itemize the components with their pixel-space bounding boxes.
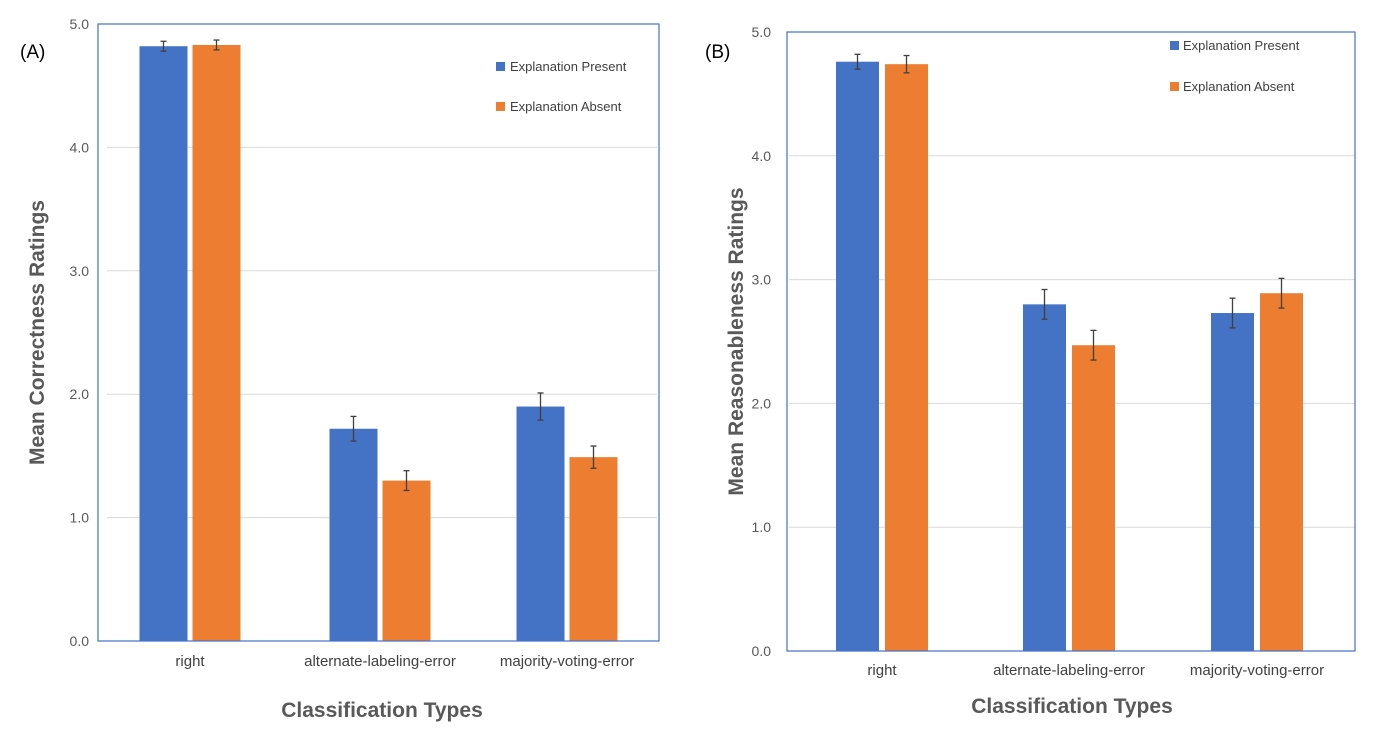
bar [885, 64, 928, 652]
y-tick-label: 1.0 [70, 510, 90, 526]
error-bar [903, 54, 910, 74]
x-tick-label: alternate-labeling-error [993, 662, 1145, 679]
bar [516, 406, 565, 641]
y-tick-label: 5.0 [752, 24, 772, 40]
error-bar [537, 392, 544, 421]
y-tick-label: 3.0 [752, 272, 772, 288]
bar [192, 44, 241, 641]
legend-swatch [496, 62, 505, 71]
bar [139, 46, 188, 642]
error-bar [1278, 277, 1285, 309]
error-bar [1090, 329, 1097, 361]
legend-label: Explanation Present [1183, 38, 1300, 53]
error-bar [590, 445, 597, 469]
bar [569, 457, 618, 641]
panel-label: (B) [705, 42, 730, 63]
panel-label: (A) [20, 42, 45, 63]
chart-panel-1: 0.0 1.0 2.0 3.0 4.0 5.0 right alternate-labelin… [705, 24, 1356, 718]
y-axis-title: Mean Reasonableness Ratings [725, 187, 748, 495]
bar [1072, 345, 1115, 651]
y-tick-label: 4.0 [70, 139, 90, 155]
legend-label: Explanation Present [510, 59, 627, 74]
bar [1211, 313, 1254, 651]
bar [329, 428, 378, 641]
bar [836, 61, 879, 652]
legend: Explanation Present Explanation Absent [496, 59, 627, 114]
error-bar [213, 39, 220, 51]
legend-label: Explanation Absent [1183, 79, 1295, 94]
legend: Explanation Present Explanation Absent [1170, 38, 1300, 94]
chart-panel-0: 0.0 1.0 2.0 3.0 4.0 5.0 right alternate-labelin… [20, 16, 660, 722]
y-tick-label: 0.0 [752, 643, 772, 659]
y-tick-label: 4.0 [752, 148, 772, 164]
error-bar [1229, 297, 1236, 329]
error-bar [1041, 288, 1048, 320]
error-bar [854, 53, 861, 70]
y-tick-label: 0.0 [70, 633, 90, 649]
x-tick-label: right [867, 662, 897, 679]
y-tick-label: 2.0 [70, 386, 90, 402]
plot-frame [786, 31, 1356, 652]
error-bar [350, 415, 357, 442]
legend-swatch [1170, 41, 1179, 50]
x-axis-title: Classification Types [281, 699, 483, 722]
y-tick-label: 2.0 [752, 395, 772, 411]
x-tick-label: majority-voting-error [500, 653, 634, 670]
error-bar [160, 40, 167, 52]
y-tick-label: 3.0 [70, 263, 90, 279]
error-bar [403, 470, 410, 492]
plot-frame [97, 23, 660, 642]
legend-label: Explanation Absent [510, 99, 622, 114]
bar [1023, 304, 1066, 651]
x-axis-title: Classification Types [971, 695, 1173, 718]
x-tick-label: right [175, 653, 205, 670]
x-tick-label: majority-voting-error [1190, 662, 1324, 679]
x-tick-label: alternate-labeling-error [304, 653, 456, 670]
y-tick-label: 1.0 [752, 519, 772, 535]
legend-swatch [496, 102, 505, 111]
bar [1260, 293, 1303, 651]
legend-swatch [1170, 82, 1179, 91]
y-tick-label: 5.0 [70, 16, 90, 32]
bar [382, 480, 431, 641]
y-axis-title: Mean Correctness Ratings [26, 200, 49, 465]
